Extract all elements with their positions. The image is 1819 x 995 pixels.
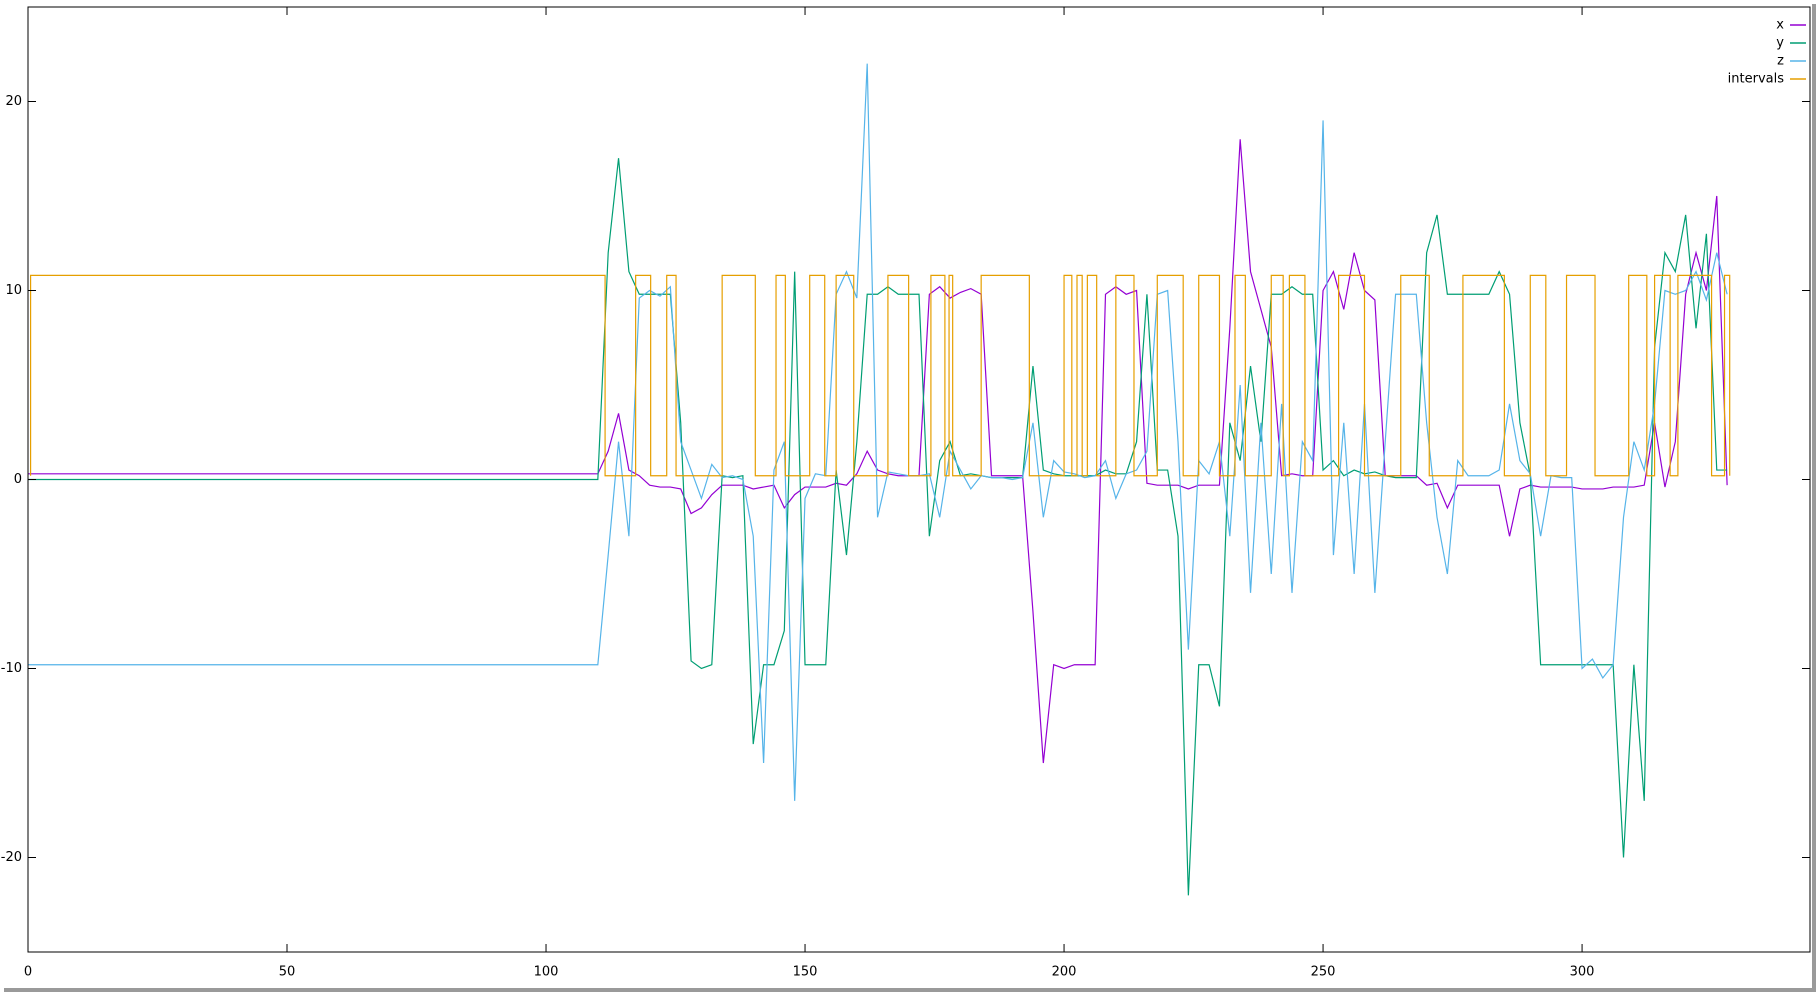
y-tick-label: 20 [5, 94, 22, 109]
plot-area [28, 63, 1731, 896]
y-tick-label: -20 [1, 850, 22, 865]
x-tick-label: 200 [1052, 965, 1077, 980]
x-tick-label: 250 [1311, 965, 1336, 980]
x-tick-label: 50 [279, 965, 296, 980]
x-tick-label: 100 [534, 965, 559, 980]
series-line [29, 274, 1731, 477]
y-tick-label: -10 [1, 661, 22, 676]
legend-label: intervals [1728, 72, 1785, 87]
legend-label: y [1776, 36, 1784, 51]
series-line [28, 139, 1728, 764]
y-tick-label: 0 [14, 472, 22, 487]
legend-label: x [1776, 18, 1784, 33]
x-tick-label: 150 [793, 965, 818, 980]
y-tick-label: 10 [5, 283, 22, 298]
x-tick-label: 300 [1570, 965, 1595, 980]
x-tick-label: 0 [24, 965, 32, 980]
legend-label: z [1777, 54, 1784, 69]
